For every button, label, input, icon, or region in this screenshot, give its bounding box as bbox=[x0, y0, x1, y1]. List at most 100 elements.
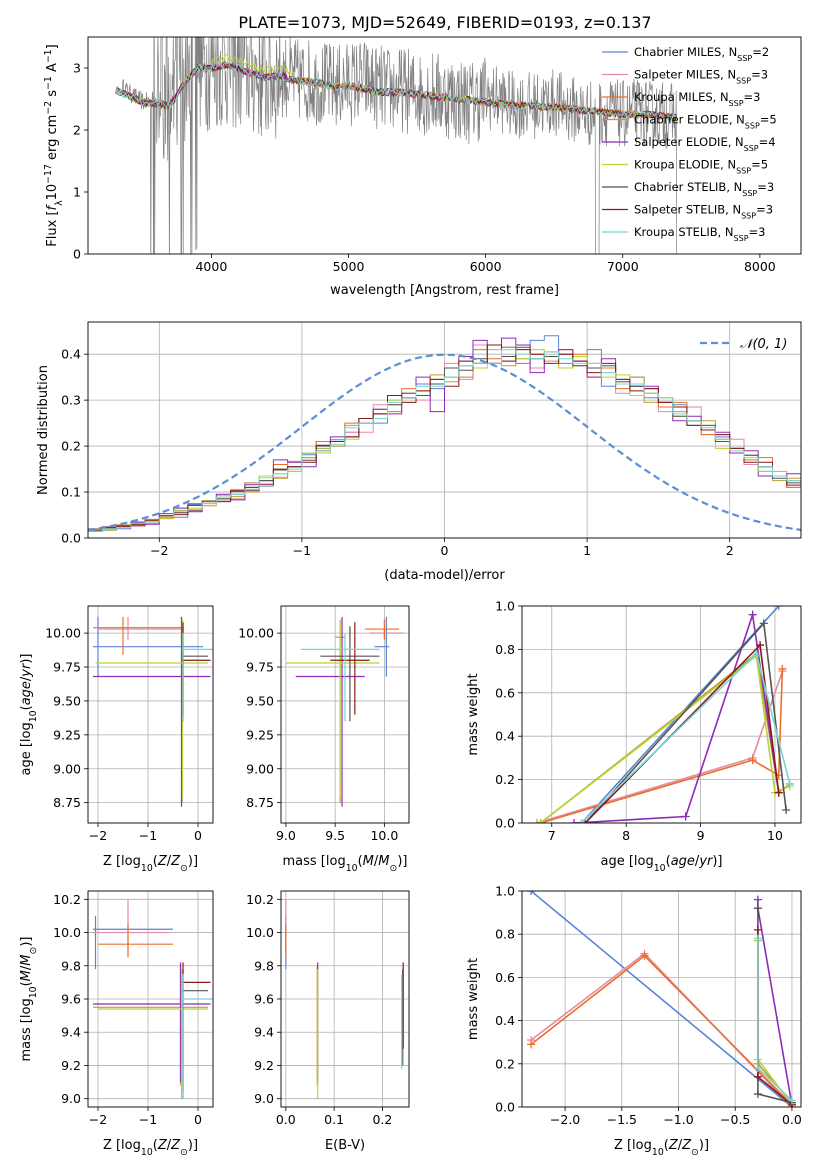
mass-weight-line-chabrier-miles bbox=[530, 891, 793, 1107]
legend-series-name: Chabrier MILES, N bbox=[634, 45, 737, 59]
label-part: ( bbox=[19, 705, 34, 710]
plot-area bbox=[285, 616, 405, 807]
plot-area bbox=[527, 891, 796, 1107]
mass-weight-line-salpeter-miles bbox=[530, 952, 793, 1107]
label-part: )] bbox=[19, 653, 34, 663]
y-tick-label: 9.50 bbox=[246, 693, 274, 708]
x-axis-label: Z [log10(Z/Z⊙)] bbox=[614, 1138, 709, 1158]
legend-nssp: =5 bbox=[751, 158, 768, 172]
legend-subscript: SSP bbox=[736, 166, 751, 175]
x-tick-label: −2.0 bbox=[550, 1112, 580, 1127]
y-axis-label: Flux [fλ10−17 erg cm−2 s−1 A−1] bbox=[43, 44, 65, 246]
label-part: −1 bbox=[43, 49, 54, 63]
x-axis-label: (data-model)/error bbox=[384, 568, 505, 583]
mass-weight-marker bbox=[753, 1064, 762, 1073]
legend-series-name: Kroupa MILES, N bbox=[634, 90, 729, 104]
spectrum-panel: 4000 5000 6000 7000 8000 0 1 2 3 wavelength [Angs… bbox=[43, 36, 802, 298]
label-part: Flux [ bbox=[45, 210, 60, 246]
label-part: / bbox=[167, 854, 172, 869]
mass-weight-marker bbox=[753, 895, 762, 904]
y-tick-label: 9.2 bbox=[61, 1058, 81, 1073]
residual-histogram-panel: −2 −1 0 1 2 0.0 0.1 0.2 0.3 0.4 𝒩(0, 1) (data-model… bbox=[36, 321, 802, 583]
legend-label: Salpeter STELIB, NSSP=3 bbox=[634, 203, 773, 221]
axes-frame bbox=[280, 890, 410, 1108]
y-tick-label: 10.0 bbox=[53, 925, 81, 940]
label-part: 10 bbox=[654, 863, 666, 874]
x-tick-label: 4000 bbox=[195, 259, 227, 274]
mass-weight-line-salpeter-stelib bbox=[584, 643, 780, 823]
legend-nssp: =3 bbox=[751, 68, 768, 82]
mass-vs-ebv-panel: 0.0 0.1 0.2 9.0 9.2 9.4 9.6 9.8 10.0 10.2 E(B-V) bbox=[246, 890, 410, 1153]
label-part: f bbox=[45, 203, 60, 210]
legend-nssp: =2 bbox=[752, 45, 769, 59]
label-part: Z bbox=[157, 854, 168, 869]
legend-nssp: =3 bbox=[756, 203, 773, 217]
histogram-kroupa-stelib bbox=[88, 349, 801, 532]
label-part: Z bbox=[157, 1138, 168, 1153]
normal-distribution-curve bbox=[88, 353, 801, 531]
x-tick-label: 9.0 bbox=[276, 828, 296, 843]
legend-subscript: SSP bbox=[737, 54, 752, 63]
label-part: ] bbox=[45, 44, 60, 49]
label-part: ⊙ bbox=[390, 863, 398, 874]
label-part: yr bbox=[698, 854, 714, 869]
y-tick-label: 0.0 bbox=[495, 816, 515, 831]
mass-weight-marker bbox=[570, 819, 579, 823]
y-tick-label: 1.0 bbox=[495, 884, 515, 899]
y-tick-label: 0.2 bbox=[495, 772, 515, 787]
legend-series-name: Kroupa STELIB, N bbox=[634, 225, 734, 239]
mass-weight-marker bbox=[753, 934, 762, 943]
mass-weight-line-kroupa-elodie bbox=[540, 654, 791, 823]
label-part: mass [log bbox=[19, 998, 34, 1061]
mass-weight-marker bbox=[577, 819, 586, 823]
x-tick-label: 1 bbox=[583, 543, 591, 558]
x-tick-label: 9.5 bbox=[325, 828, 345, 843]
mass-weight-marker bbox=[532, 819, 541, 823]
y-tick-label: 9.25 bbox=[246, 727, 274, 742]
x-tick-label: 0.1 bbox=[324, 1112, 344, 1127]
mass-weight-marker bbox=[640, 951, 649, 960]
label-part: 10 bbox=[141, 863, 153, 874]
x-tick-label: 0 bbox=[194, 1112, 202, 1127]
mass-weight-marker bbox=[774, 788, 783, 797]
label-part: 10 bbox=[28, 710, 39, 722]
mass-weight-marker bbox=[753, 904, 762, 913]
axes-frame bbox=[521, 890, 802, 1108]
mass-weight-marker bbox=[782, 805, 791, 814]
x-tick-label: 7000 bbox=[607, 259, 639, 274]
label-part: Z bbox=[170, 854, 181, 869]
y-tick-label: 0.4 bbox=[61, 347, 81, 362]
y-tick-label: 9.0 bbox=[61, 1091, 81, 1106]
label-part: 10 bbox=[28, 986, 39, 998]
x-tick-label: −1 bbox=[139, 828, 157, 843]
x-tick-label: −1 bbox=[293, 543, 311, 558]
x-tick-label: 6000 bbox=[470, 259, 502, 274]
label-part: / bbox=[374, 854, 379, 869]
axes-frame bbox=[87, 890, 214, 1108]
label-part: )] bbox=[699, 1138, 709, 1153]
mass-weight-line-salpeter-elodie bbox=[574, 614, 780, 823]
y-tick-label: 10.0 bbox=[246, 925, 274, 940]
plot-area bbox=[93, 616, 213, 807]
mass-weight-marker bbox=[681, 812, 690, 821]
y-tick-label: 0.1 bbox=[61, 485, 81, 500]
model-spectrum-kroupa-stelib bbox=[114, 61, 677, 122]
x-tick-label: −1.5 bbox=[607, 1112, 637, 1127]
legend-label: Kroupa STELIB, NSSP=3 bbox=[634, 225, 765, 243]
x-tick-label: 10 bbox=[767, 828, 783, 843]
label-part: ( bbox=[358, 854, 363, 869]
label-part: M bbox=[363, 854, 374, 869]
legend-subscript: SSP bbox=[736, 76, 751, 85]
legend-series-name: Kroupa ELODIE, N bbox=[634, 158, 736, 172]
y-tick-label: 9.8 bbox=[61, 958, 81, 973]
legend-series-name: Chabrier STELIB, N bbox=[634, 180, 742, 194]
histogram-chabrier-miles bbox=[88, 335, 801, 531]
legend-nssp: =4 bbox=[759, 135, 776, 149]
y-tick-label: 10.00 bbox=[238, 626, 274, 641]
x-axis-label: Z [log10(Z/Z⊙)] bbox=[103, 854, 198, 874]
label-part: M bbox=[19, 970, 34, 981]
mass-weight-vs-metallicity-panel: −2.0 −1.5 −1.0 −0.5 0.0 0.0 0.2 0.4 0.6 0.8 1.0 Z [… bbox=[466, 884, 802, 1158]
y-tick-label: 0.0 bbox=[61, 531, 81, 546]
